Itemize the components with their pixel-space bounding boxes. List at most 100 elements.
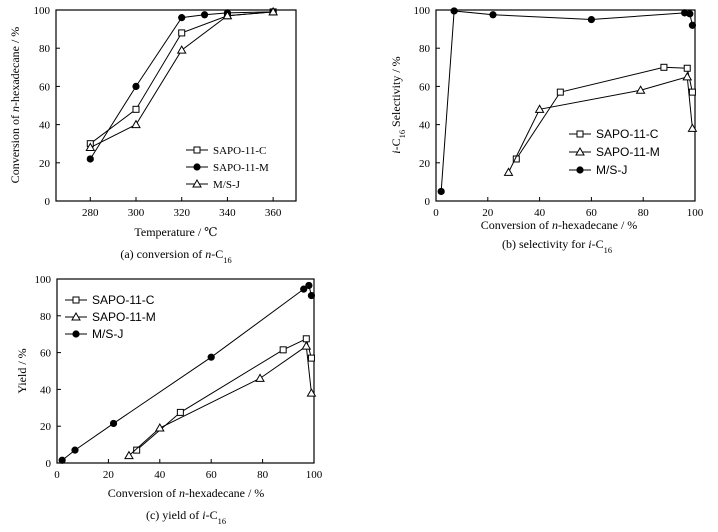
y-tick-label: 0: [45, 196, 51, 208]
data-point: [176, 408, 184, 416]
series-m-s-j: [85, 6, 279, 152]
data-point: [450, 7, 458, 15]
series-line: [128, 345, 312, 457]
data-point: [279, 346, 287, 354]
data-point: [178, 14, 186, 22]
x-tick-label: 40: [534, 207, 546, 219]
x-tick-label: 360: [265, 207, 282, 219]
legend-marker: [71, 311, 81, 321]
x-tick-label: 280: [82, 207, 99, 219]
data-point: [302, 335, 310, 343]
data-point: [437, 187, 445, 196]
data-point: [683, 64, 691, 72]
x-tick-label: 60: [586, 207, 598, 219]
data-point: [109, 419, 118, 428]
y-tick-label: 60: [40, 348, 52, 360]
data-point: [635, 85, 646, 94]
x-tick-label: 80: [638, 207, 650, 219]
chart-caption: (b) selectivity for i-C16: [502, 237, 612, 255]
data-point: [132, 105, 140, 113]
legend-marker: [72, 296, 80, 304]
series-line: [89, 11, 274, 160]
plot-frame: [56, 278, 315, 464]
chart-caption: (a) conversion of n-C16: [120, 247, 231, 265]
y-axis-label: Yield / %: [15, 348, 29, 393]
legend-entry: SAPO-11-M: [569, 145, 660, 159]
x-axis-label: Temperature / ℃: [134, 225, 217, 239]
legend-marker: [575, 146, 585, 156]
legend-entry: SAPO-11-M: [65, 310, 156, 324]
legend-label: SAPO-11-M: [213, 162, 269, 174]
legend-marker: [192, 178, 202, 188]
x-tick-label: 0: [433, 207, 439, 219]
legend-marker: [576, 130, 584, 138]
series-m-s-j: [437, 7, 697, 196]
legend-entry: M/S-J: [569, 163, 627, 177]
series-m-s-j: [58, 281, 316, 464]
data-point: [222, 10, 233, 20]
legend-marker: [193, 163, 201, 171]
legend-label: SAPO-11-C: [213, 145, 266, 157]
y-tick-label: 40: [40, 384, 52, 396]
data-point: [178, 29, 186, 37]
x-axis-label: Conversion of n-hexadecane / %: [108, 486, 265, 500]
data-point: [154, 423, 165, 432]
x-tick-label: 40: [154, 469, 166, 481]
data-point: [207, 353, 215, 361]
data-point: [71, 446, 79, 454]
data-point: [301, 341, 312, 350]
y-tick-label: 40: [419, 120, 431, 132]
y-tick-label: 20: [39, 158, 51, 170]
data-point: [58, 456, 66, 464]
plot-frame: [55, 9, 297, 202]
data-point: [686, 10, 694, 18]
data-point: [307, 291, 316, 300]
data-point: [687, 123, 698, 132]
data-point: [682, 71, 693, 81]
data-point: [86, 155, 94, 163]
y-tick-label: 60: [419, 81, 431, 93]
data-point: [131, 119, 141, 129]
y-tick-label: 80: [419, 43, 431, 55]
x-tick-label: 320: [173, 207, 190, 219]
data-point: [660, 63, 668, 71]
legend-entry: SAPO-11-M: [186, 162, 269, 174]
x-tick-label: 20: [482, 207, 494, 219]
legend-label: SAPO-11-M: [596, 145, 660, 159]
y-tick-label: 80: [40, 311, 52, 323]
legend-label: M/S-J: [92, 327, 123, 341]
data-point: [200, 11, 209, 19]
y-tick-label: 60: [39, 81, 51, 93]
data-point: [489, 11, 497, 19]
x-tick-label: 0: [54, 469, 60, 481]
data-point: [534, 104, 545, 113]
legend-label: SAPO-11-C: [92, 293, 155, 307]
legend-entry: M/S-J: [186, 178, 241, 191]
chart-caption: (c) yield of i-C16: [146, 508, 226, 526]
legend-label: SAPO-11-M: [92, 310, 156, 324]
series-sapo-11-m: [503, 71, 698, 176]
series-sapo-11-m: [124, 341, 317, 460]
data-point: [587, 15, 596, 24]
legend-entry: M/S-J: [65, 327, 123, 341]
x-tick-label: 60: [206, 469, 218, 481]
chart-c: 0 20 40 60 80 100 0 20 40 60 80 100 Conversion of n-…: [15, 274, 323, 526]
series-sapo-11-c: [133, 335, 315, 454]
legend-entry: SAPO-11-C: [569, 127, 659, 141]
y-tick-label: 20: [40, 421, 52, 433]
x-tick-label: 300: [128, 207, 145, 219]
chart-b: 0 20 40 60 80 100 0 20 40 60 80 100 Conversion of n-…: [389, 5, 704, 255]
data-point: [133, 446, 141, 454]
data-point: [306, 388, 317, 397]
y-axis-label: i-C16 Selectivity / %: [389, 56, 407, 153]
series-sapo-11-c: [86, 8, 277, 148]
y-tick-label: 20: [419, 158, 431, 170]
x-tick-label: 80: [257, 469, 269, 481]
series-line: [136, 338, 312, 451]
legend-marker: [193, 146, 201, 154]
data-point: [300, 285, 308, 293]
data-point: [176, 45, 187, 54]
data-point: [688, 21, 697, 29]
y-tick-label: 0: [46, 458, 52, 470]
